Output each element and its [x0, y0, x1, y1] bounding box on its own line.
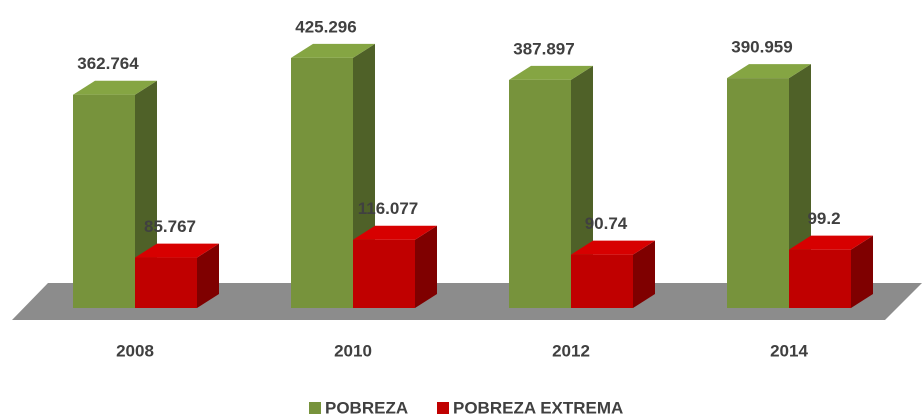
legend-label: POBREZA EXTREMA [453, 398, 623, 417]
bar-top [509, 65, 593, 80]
bar [571, 240, 655, 308]
bar-front [135, 257, 197, 308]
value-label: 85.767 [144, 217, 196, 236]
bar-top [571, 240, 655, 255]
bar-top [135, 243, 219, 258]
x-tick-label: 2012 [552, 341, 590, 360]
bar-front [509, 79, 571, 308]
bar-front [73, 94, 135, 309]
x-tick-label: 2010 [334, 341, 372, 360]
bar-top [789, 235, 873, 250]
bar-side [197, 243, 219, 308]
value-label: 90.74 [585, 214, 628, 233]
legend-swatch [437, 402, 449, 414]
bar-top [727, 64, 811, 79]
bar-side [415, 225, 437, 308]
bar-front [571, 254, 633, 308]
legend-label: POBREZA [325, 398, 408, 417]
value-label: 99.2 [807, 209, 840, 228]
bar-front [353, 239, 415, 308]
bar-front [727, 78, 789, 308]
bar-top [73, 80, 157, 95]
value-label: 362.764 [77, 54, 139, 73]
bar-top [291, 43, 375, 58]
x-tick-label: 2008 [116, 341, 154, 360]
bar [353, 225, 437, 308]
x-tick-label: 2014 [770, 341, 808, 360]
value-label: 387.897 [513, 39, 574, 58]
bar-side [851, 235, 873, 308]
bar-top [353, 225, 437, 240]
bar-side [633, 240, 655, 308]
legend-swatch [309, 402, 321, 414]
bar-front [789, 249, 851, 308]
value-label: 390.959 [731, 38, 792, 57]
value-label: 116.077 [358, 199, 419, 218]
floor [12, 283, 922, 320]
bar [789, 235, 873, 308]
bar [135, 243, 219, 308]
bar-front [291, 57, 353, 309]
value-label: 425.296 [295, 17, 356, 36]
bar [509, 65, 593, 308]
